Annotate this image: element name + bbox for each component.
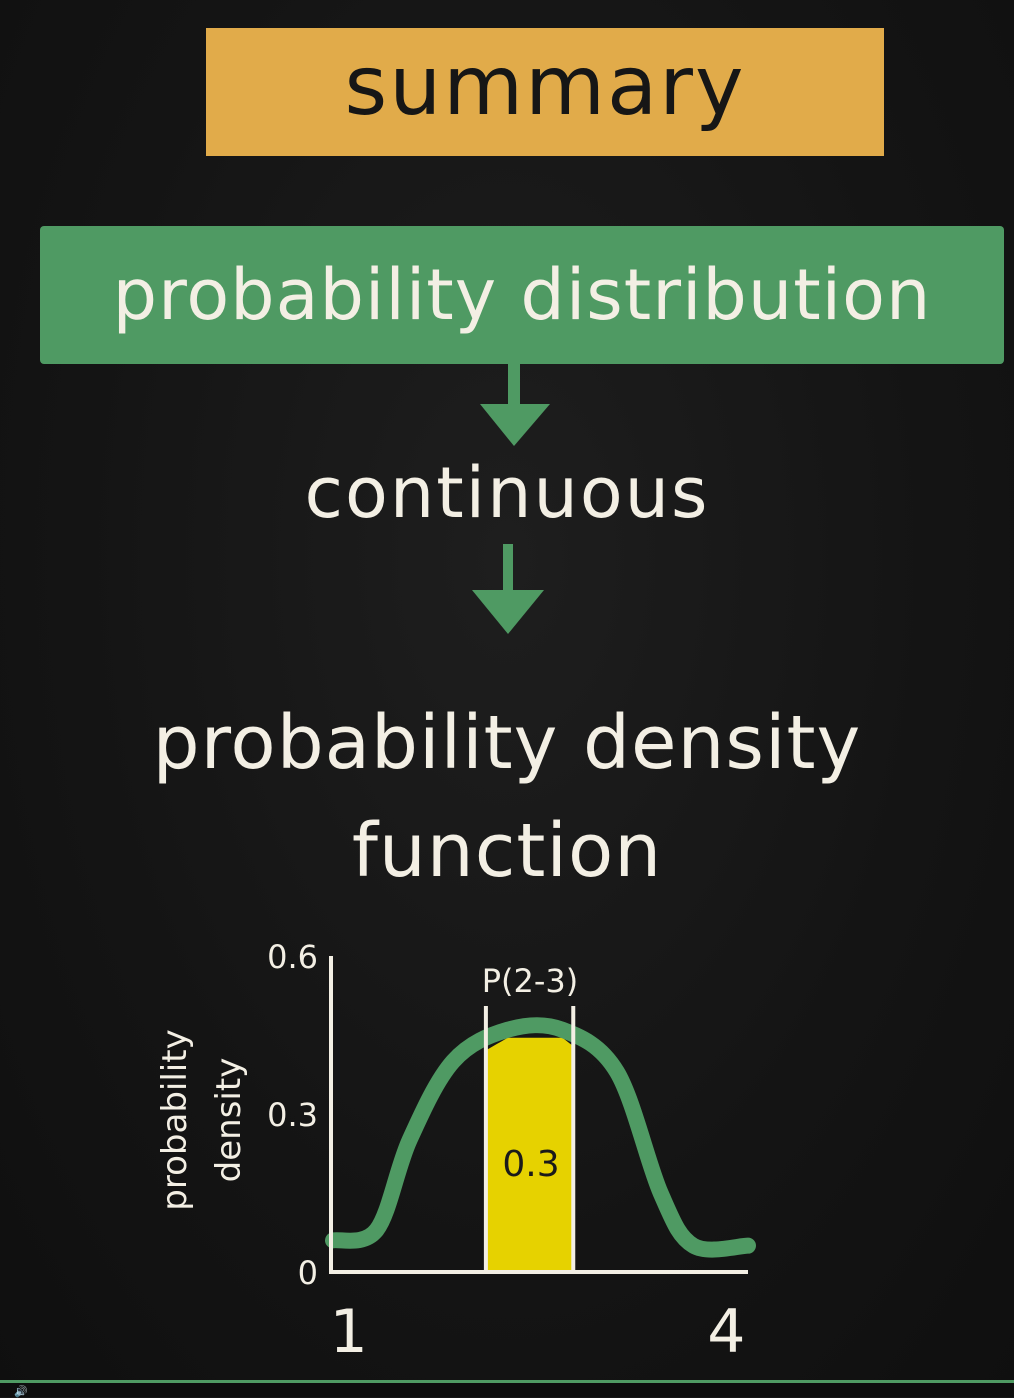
- x-tick-label: 4: [707, 1297, 745, 1367]
- y-axis-label-line1: probability: [155, 1029, 195, 1210]
- pdf-chart: 0 0.3 0.6 1 4 P(2-3) 0.3 probability densit…: [155, 938, 756, 1367]
- volume-icon[interactable]: 🔊: [14, 1385, 28, 1398]
- pdf-label-line2: function: [351, 808, 663, 894]
- probability-distribution-box: probability distribution: [40, 226, 1004, 364]
- probability-distribution-label: probability distribution: [112, 254, 932, 336]
- y-axis-label-line2: density: [209, 1058, 249, 1183]
- density-curve: [325, 1017, 756, 1258]
- y-tick-label: 0.6: [267, 938, 318, 976]
- pdf-label-line1: probability density: [152, 700, 862, 786]
- area-label: 0.3: [502, 1144, 559, 1185]
- y-tick-label: 0.3: [267, 1096, 318, 1134]
- continuous-label: continuous: [304, 452, 710, 534]
- arrow-down-icon: [480, 364, 550, 446]
- y-tick-label: 0: [298, 1254, 318, 1292]
- summary-title-box: summary: [206, 28, 884, 156]
- shaded-area: [485, 1037, 574, 1272]
- summary-title: summary: [344, 38, 746, 134]
- arrow-down-icon: [472, 544, 544, 634]
- interval-label: P(2-3): [482, 962, 579, 1000]
- video-progress-bar[interactable]: 🔊: [0, 1380, 1014, 1398]
- x-tick-label: 1: [330, 1297, 368, 1367]
